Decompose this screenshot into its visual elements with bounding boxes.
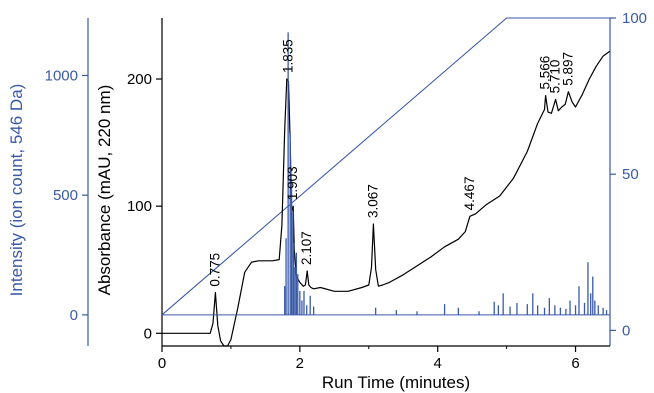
peak-label: 3.067 [365, 184, 380, 218]
y-axis-title-intensity: Intensity (ion count, 546 Da) [7, 84, 26, 297]
intensity-tick-label: 1000 [45, 67, 78, 84]
x-tick-label: 4 [434, 355, 442, 372]
x-axis-title: Run Time (minutes) [322, 373, 470, 392]
peak-label: 5.566 [538, 56, 553, 90]
gradient-tick-label: 50 [622, 166, 639, 183]
labels-group: 0.775 1.835 1.903 2.107 3.067 4.467 5.5665.710… [207, 39, 575, 286]
absorbance-tick-label: 0 [144, 325, 152, 342]
gradient-tick-label: 0 [622, 322, 630, 339]
peak-label: 2.107 [299, 231, 314, 265]
series-group [161, 17, 611, 347]
gradient-line [161, 17, 610, 316]
peak-label: 0.775 [207, 253, 222, 287]
intensity-tick-label: 500 [53, 187, 78, 204]
peak-label: 5.897 [560, 52, 575, 86]
absorbance-tick-label: 200 [127, 71, 152, 88]
y-axis-title-absorbance: Absorbance (mAU, 220 nm) [95, 85, 114, 296]
x-tick-label: 6 [571, 355, 579, 372]
absorbance-line [162, 50, 611, 347]
x-tick-label: 0 [158, 355, 166, 372]
gradient-tick-label: 100 [622, 10, 647, 27]
peak-label: 5.710 [548, 60, 563, 94]
absorbance-tick-label: 100 [127, 198, 152, 215]
peak-label: 4.467 [462, 177, 477, 211]
peak-label: 1.835 [280, 39, 295, 73]
peak-label: 1.903 [285, 166, 300, 200]
intensity-tick-label: 0 [70, 307, 78, 324]
x-tick-label: 2 [296, 355, 304, 372]
